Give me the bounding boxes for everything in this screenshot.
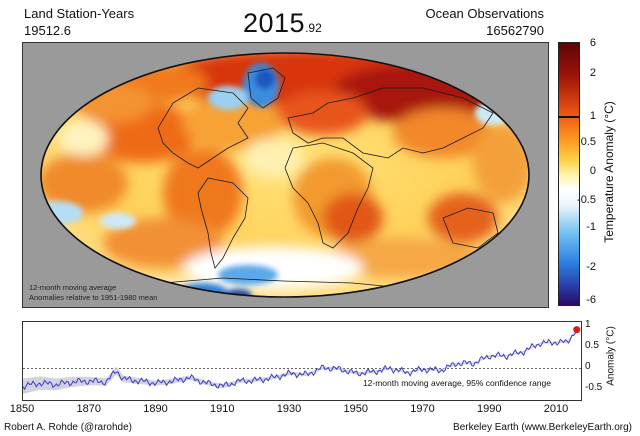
timeseries-xtick-label: 1910 [209, 403, 235, 415]
timeseries-ytick-label: 0 [585, 361, 591, 373]
year-fraction: .92 [305, 21, 322, 35]
timeseries-xtick-label: 1950 [343, 403, 368, 415]
timeseries-xtick-label: 2010 [543, 403, 569, 415]
colorbar-tick-label: 2 [589, 67, 596, 79]
map-note-line2: Anomalies relative to 1951-1980 mean [29, 293, 158, 302]
colorbar-tick-label: 0.5 [580, 136, 596, 148]
timeseries-xtick-label: 1990 [476, 403, 502, 415]
colorbar [558, 42, 580, 306]
timeseries-xtick-label: 1850 [9, 403, 35, 415]
anomaly-series-line [22, 329, 578, 391]
year-display: 2015.92 [243, 8, 322, 39]
timeseries-xtick-label: 1890 [143, 403, 168, 415]
current-year-marker [573, 326, 581, 334]
map-note-line1: 12-month moving average [29, 283, 117, 292]
colorbar-tick-label: 0 [589, 165, 596, 177]
timeseries-xtick-label: 1870 [76, 403, 101, 415]
year-main: 2015 [243, 8, 306, 38]
map-outline [40, 52, 530, 298]
timeseries-ytick-label: 0.5 [585, 340, 599, 352]
colorbar-tick-label: -6 [586, 294, 596, 306]
ocean-observations-value: 16562790 [486, 23, 544, 38]
colorbar-tick-label: -2 [586, 261, 596, 273]
timeseries-ytick-label: -0.5 [585, 382, 603, 394]
colorbar-tick-label: 1 [589, 110, 596, 122]
land-station-years-label: Land Station-Years [24, 6, 135, 21]
anomaly-field [41, 53, 529, 297]
map-panel: 12-month moving average Anomalies relati… [22, 42, 549, 308]
ocean-observations-label: Ocean Observations [425, 6, 544, 21]
coastlines [157, 67, 499, 289]
colorbar-tick-label: -0.5 [577, 194, 596, 206]
anomaly-timeseries-chart [22, 326, 581, 394]
land-station-years-value: 19512.6 [24, 23, 71, 38]
timeseries-ylabel: Anomaly (°C) [605, 326, 617, 386]
timeseries-panel: 12-month moving average, 95% confidence … [22, 321, 582, 401]
map-note: 12-month moving average Anomalies relati… [29, 283, 157, 303]
colorbar-tick-label: -1 [586, 221, 596, 233]
timeseries-ytick-label: 1 [585, 319, 591, 331]
timeseries-note: 12-month moving average, 95% confidence … [362, 378, 551, 388]
colorbar-tick-label: 6 [589, 37, 596, 49]
organization-credit: Berkeley Earth (www.BerkeleyEarth.org) [453, 422, 632, 433]
colorbar-title: Temperature Anomaly (°C) [602, 101, 616, 243]
world-anomaly-map [40, 52, 530, 298]
timeseries-xtick-label: 1970 [410, 403, 435, 415]
timeseries-xtick-label: 1930 [276, 403, 302, 415]
author-credit: Robert A. Rohde (@rarohde) [4, 422, 132, 433]
